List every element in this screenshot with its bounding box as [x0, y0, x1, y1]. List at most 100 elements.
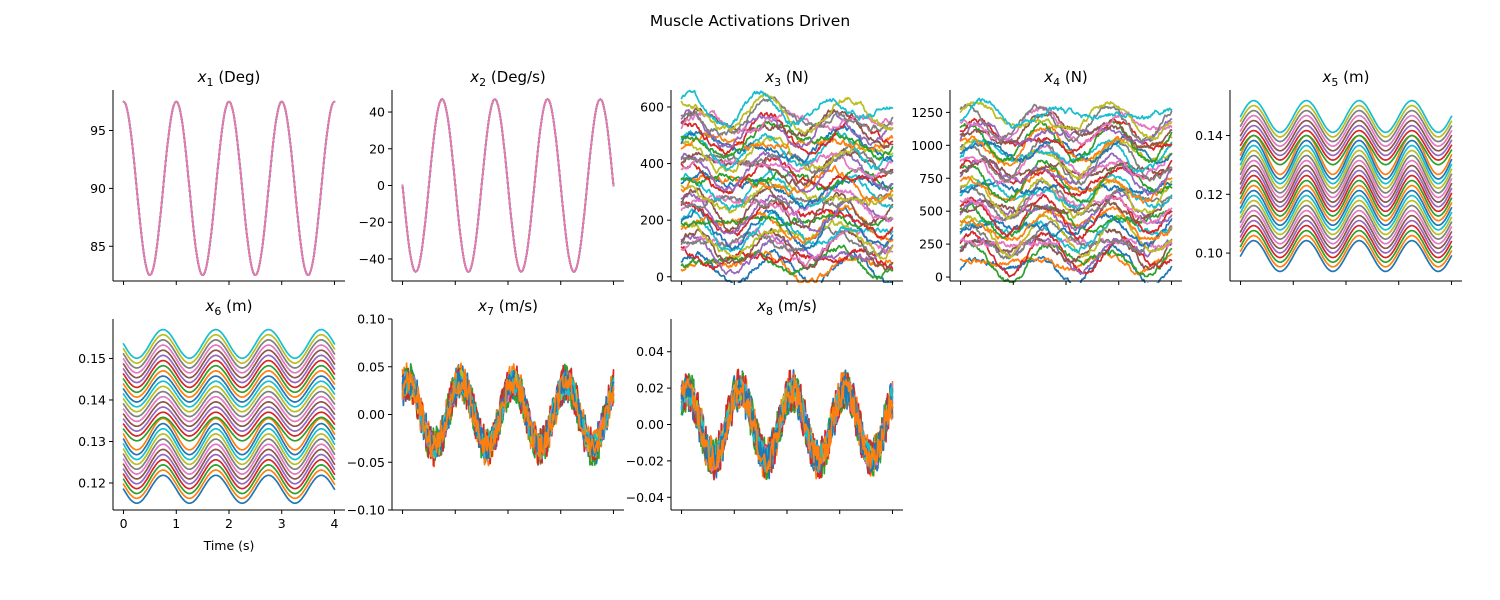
series-line-40	[680, 89, 894, 129]
series-line-13	[1239, 179, 1453, 217]
series-line-16	[1239, 164, 1453, 203]
y-tick-label: 40	[369, 105, 385, 120]
series-line-28	[680, 143, 894, 175]
series-line-19	[1239, 149, 1453, 190]
series-line-27	[1239, 114, 1453, 148]
series-line-8	[1239, 204, 1453, 240]
y-tick-label: −40	[359, 251, 385, 266]
series-line-19	[959, 175, 1173, 220]
series-line-30	[1239, 99, 1453, 134]
subplot-title-variable: x	[205, 297, 215, 315]
series-line-37	[959, 105, 1173, 146]
series-line-14	[680, 200, 894, 240]
series-line-33	[680, 120, 894, 161]
subplot-title-unit: (m)	[221, 297, 252, 315]
series-line-4	[1239, 224, 1453, 259]
subplot-x3: x3 (N) 0 200 400 600	[640, 68, 903, 285]
y-tick-label: 20	[369, 141, 385, 156]
y-tick-label: 0.14	[78, 392, 106, 407]
y-tick-label: 250	[919, 237, 943, 252]
series-group	[680, 89, 894, 283]
series-line-3	[680, 370, 894, 480]
subplot-x1: x1 (Deg) 85 90 95	[90, 68, 345, 285]
subplot-title-subscript: 6	[214, 305, 221, 318]
y-tick-label: 0.10	[357, 312, 385, 327]
series-group	[1239, 99, 1453, 273]
series-line-29	[1239, 104, 1453, 138]
series-line-39	[680, 92, 894, 135]
series-line-14	[959, 193, 1173, 241]
x-tick-label: 0	[120, 516, 128, 531]
series-line-9	[1239, 199, 1453, 236]
series-line-2	[122, 469, 336, 500]
y-tick-label: −20	[359, 215, 385, 230]
series-line-16	[680, 186, 894, 233]
subplot-title-unit: (Deg/s)	[486, 68, 546, 86]
y-tick-label: 1000	[911, 138, 943, 153]
y-tick-label: −0.05	[347, 455, 385, 470]
series-line-40	[959, 97, 1173, 130]
y-tick-label: 0.12	[1195, 187, 1223, 202]
x-axis-label: Time (s)	[203, 538, 255, 553]
y-tick-label: −0.04	[626, 490, 664, 505]
series-line-20	[959, 173, 1173, 210]
series-line-11	[959, 212, 1173, 248]
series-line-20	[122, 380, 336, 408]
series-group	[680, 368, 894, 481]
series-line-29	[122, 333, 336, 364]
y-tick-label: 0	[656, 269, 664, 284]
series-line-15	[1239, 169, 1453, 208]
series-line-9	[122, 433, 336, 466]
series-line-9	[959, 213, 1173, 259]
series-line-11	[122, 422, 336, 456]
y-tick-label: 1250	[911, 105, 943, 120]
series-line-4	[122, 458, 336, 490]
series-group	[122, 100, 336, 276]
x-tick-label: 1	[172, 516, 180, 531]
series-line-30	[122, 100, 336, 276]
subplot-x5: x5 (m) 0.10 0.12 0.14	[1195, 68, 1462, 285]
subplot-title-subscript: 8	[766, 305, 773, 318]
series-line-7	[1239, 209, 1453, 245]
y-tick-label: 750	[919, 171, 943, 186]
series-line-23	[122, 364, 336, 394]
series-line-32	[680, 132, 894, 152]
subplot-title-variable: x	[197, 68, 207, 86]
series-line-10	[1239, 194, 1453, 231]
series-line-25	[680, 151, 894, 193]
series-line-38	[959, 103, 1173, 143]
series-line-7	[122, 443, 336, 475]
series-line-18	[122, 390, 336, 418]
subplot-x8: x8 (m/s) −0.04 −0.02 0.00 0.02 0.04	[626, 297, 903, 514]
subplot-title: x8 (m/s)	[756, 297, 817, 318]
subplot-title-variable: x	[1043, 68, 1053, 86]
series-line-21	[1239, 139, 1453, 180]
series-line-28	[1239, 109, 1453, 143]
series-line-3	[959, 240, 1173, 283]
y-tick-label: 85	[90, 239, 106, 254]
series-line-15	[122, 406, 336, 432]
series-line-14	[122, 411, 336, 437]
series-line-30	[959, 138, 1173, 174]
series-line-22	[959, 166, 1173, 204]
subplot-title-unit: (m/s)	[773, 297, 817, 315]
series-line-1	[122, 474, 336, 505]
series-line-21	[122, 375, 336, 403]
subplot-x7: x7 (m/s) −0.10 −0.05 0.00 0.05 0.10	[347, 297, 624, 518]
subplot-title: x1 (Deg)	[197, 68, 261, 89]
y-tick-label: 0.10	[1195, 246, 1223, 261]
series-group	[959, 97, 1173, 283]
series-line-26	[122, 349, 336, 379]
series-line-18	[1239, 154, 1453, 194]
subplot-title-subscript: 7	[487, 305, 494, 318]
y-tick-label: 0	[377, 178, 385, 193]
y-tick-label: 600	[640, 99, 664, 114]
series-group	[401, 98, 615, 273]
series-line-25	[959, 152, 1173, 197]
subplot-title: x3 (N)	[764, 68, 809, 89]
series-line-2	[1239, 234, 1453, 268]
subplot-title-subscript: 4	[1053, 76, 1060, 89]
